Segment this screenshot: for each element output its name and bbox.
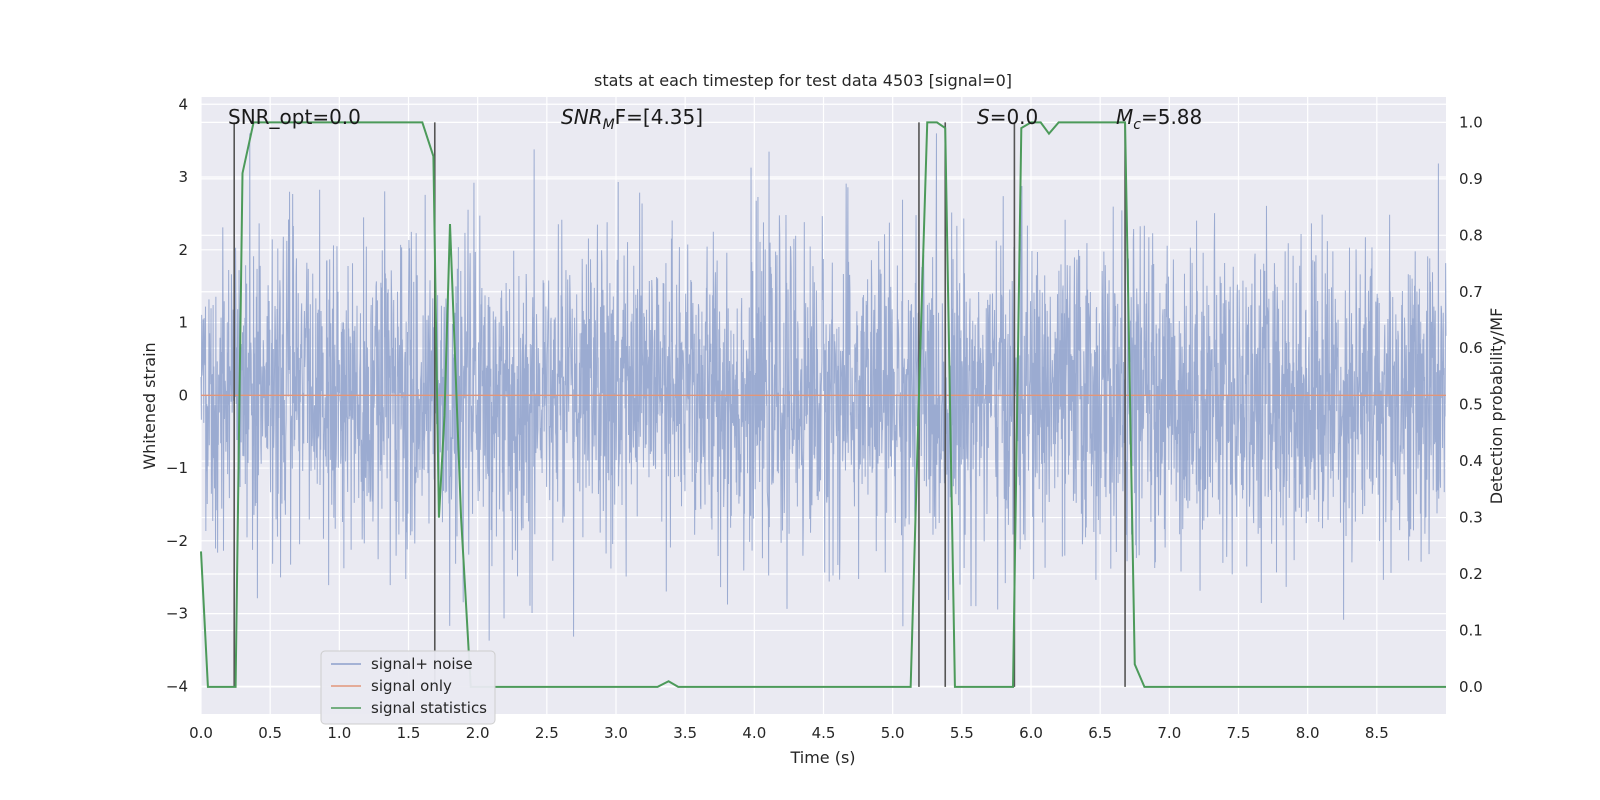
- x-tick-label: 4.5: [812, 724, 836, 742]
- x-tick-label: 0.5: [258, 724, 282, 742]
- legend-label-signal-statistics: signal statistics: [371, 699, 487, 717]
- signal-statistics-series: [200, 121, 1446, 688]
- x-tick-label: 2.0: [466, 724, 490, 742]
- y-right-axis-ticks: 0.0 0.1 0.2 0.3 0.4 0.5 0.6 0.7 0.8 0.9 1.0: [1459, 113, 1483, 696]
- y-left-tick-label: −1: [166, 459, 188, 477]
- y-left-tick-label: 4: [178, 95, 188, 113]
- chart-title: stats at each timestep for test data 450…: [594, 71, 1012, 90]
- x-tick-label: 3.0: [604, 724, 628, 742]
- x-tick-label: 2.5: [535, 724, 559, 742]
- y-left-tick-label: −3: [166, 605, 188, 623]
- y-left-tick-label: −2: [166, 532, 188, 550]
- y-right-tick-label: 0.7: [1459, 283, 1483, 301]
- annotation-mc: Mc=5.88: [1116, 105, 1202, 133]
- annotation-snr-mf: SNRMF=[4.35]: [561, 105, 703, 133]
- grid: [200, 97, 1446, 714]
- y-right-tick-label: 0.1: [1459, 621, 1483, 639]
- y-right-tick-label: 0.8: [1459, 226, 1483, 244]
- x-tick-label: 6.0: [1019, 724, 1043, 742]
- x-tick-label: 0.0: [189, 724, 213, 742]
- legend-label-signal-noise: signal+ noise: [371, 655, 473, 673]
- signal-plus-noise-line: [200, 133, 1447, 641]
- x-axis-ticks: 0.0 0.5 1.0 1.5 2.0 2.5 3.0 3.5 4.0 4.5 5.0 5.5 6.0 6…: [189, 724, 1389, 742]
- x-tick-label: 8.0: [1296, 724, 1320, 742]
- legend-label-signal-only: signal only: [371, 677, 452, 695]
- x-tick-label: 8.5: [1365, 724, 1389, 742]
- y-left-tick-label: −4: [166, 677, 188, 695]
- y-right-tick-label: 0.6: [1459, 339, 1483, 357]
- y-right-axis-label: Detection probability/MF: [1487, 308, 1506, 505]
- y-right-tick-label: 0.5: [1459, 396, 1483, 414]
- x-axis-label: Time (s): [789, 748, 855, 767]
- legend-box: [320, 650, 496, 725]
- x-tick-label: 1.5: [397, 724, 421, 742]
- signal-plus-noise-series: [200, 133, 1447, 641]
- y-left-tick-label: 1: [178, 314, 188, 332]
- x-tick-label: 1.0: [327, 724, 351, 742]
- y-right-tick-label: 0.2: [1459, 565, 1483, 583]
- y-right-tick-label: 0.0: [1459, 678, 1483, 696]
- x-tick-label: 4.0: [742, 724, 766, 742]
- y-right-tick-label: 0.4: [1459, 452, 1483, 470]
- y-left-tick-label: 3: [178, 168, 188, 186]
- signal-statistics-line: [200, 121, 1446, 688]
- y-left-axis-ticks: −4 −3 −2 −1 0 1 2 3 4: [166, 95, 188, 695]
- y-right-tick-label: 0.3: [1459, 509, 1483, 527]
- legend: signal+ noise signal only signal statist…: [320, 650, 496, 725]
- annotation-s: S=0.0: [977, 105, 1038, 129]
- annotation-snr-opt: SNR_opt=0.0: [228, 105, 361, 129]
- x-tick-label: 7.5: [1227, 724, 1251, 742]
- y-right-tick-label: 0.9: [1459, 170, 1483, 188]
- x-tick-label: 6.5: [1088, 724, 1112, 742]
- x-tick-label: 5.0: [881, 724, 905, 742]
- y-right-tick-label: 1.0: [1459, 113, 1483, 131]
- y-left-tick-label: 2: [178, 241, 188, 259]
- x-tick-label: 3.5: [673, 724, 697, 742]
- x-tick-label: 5.5: [950, 724, 974, 742]
- y-left-tick-label: 0: [178, 386, 188, 404]
- x-tick-label: 7.0: [1157, 724, 1181, 742]
- y-left-axis-label: Whitened strain: [140, 342, 159, 469]
